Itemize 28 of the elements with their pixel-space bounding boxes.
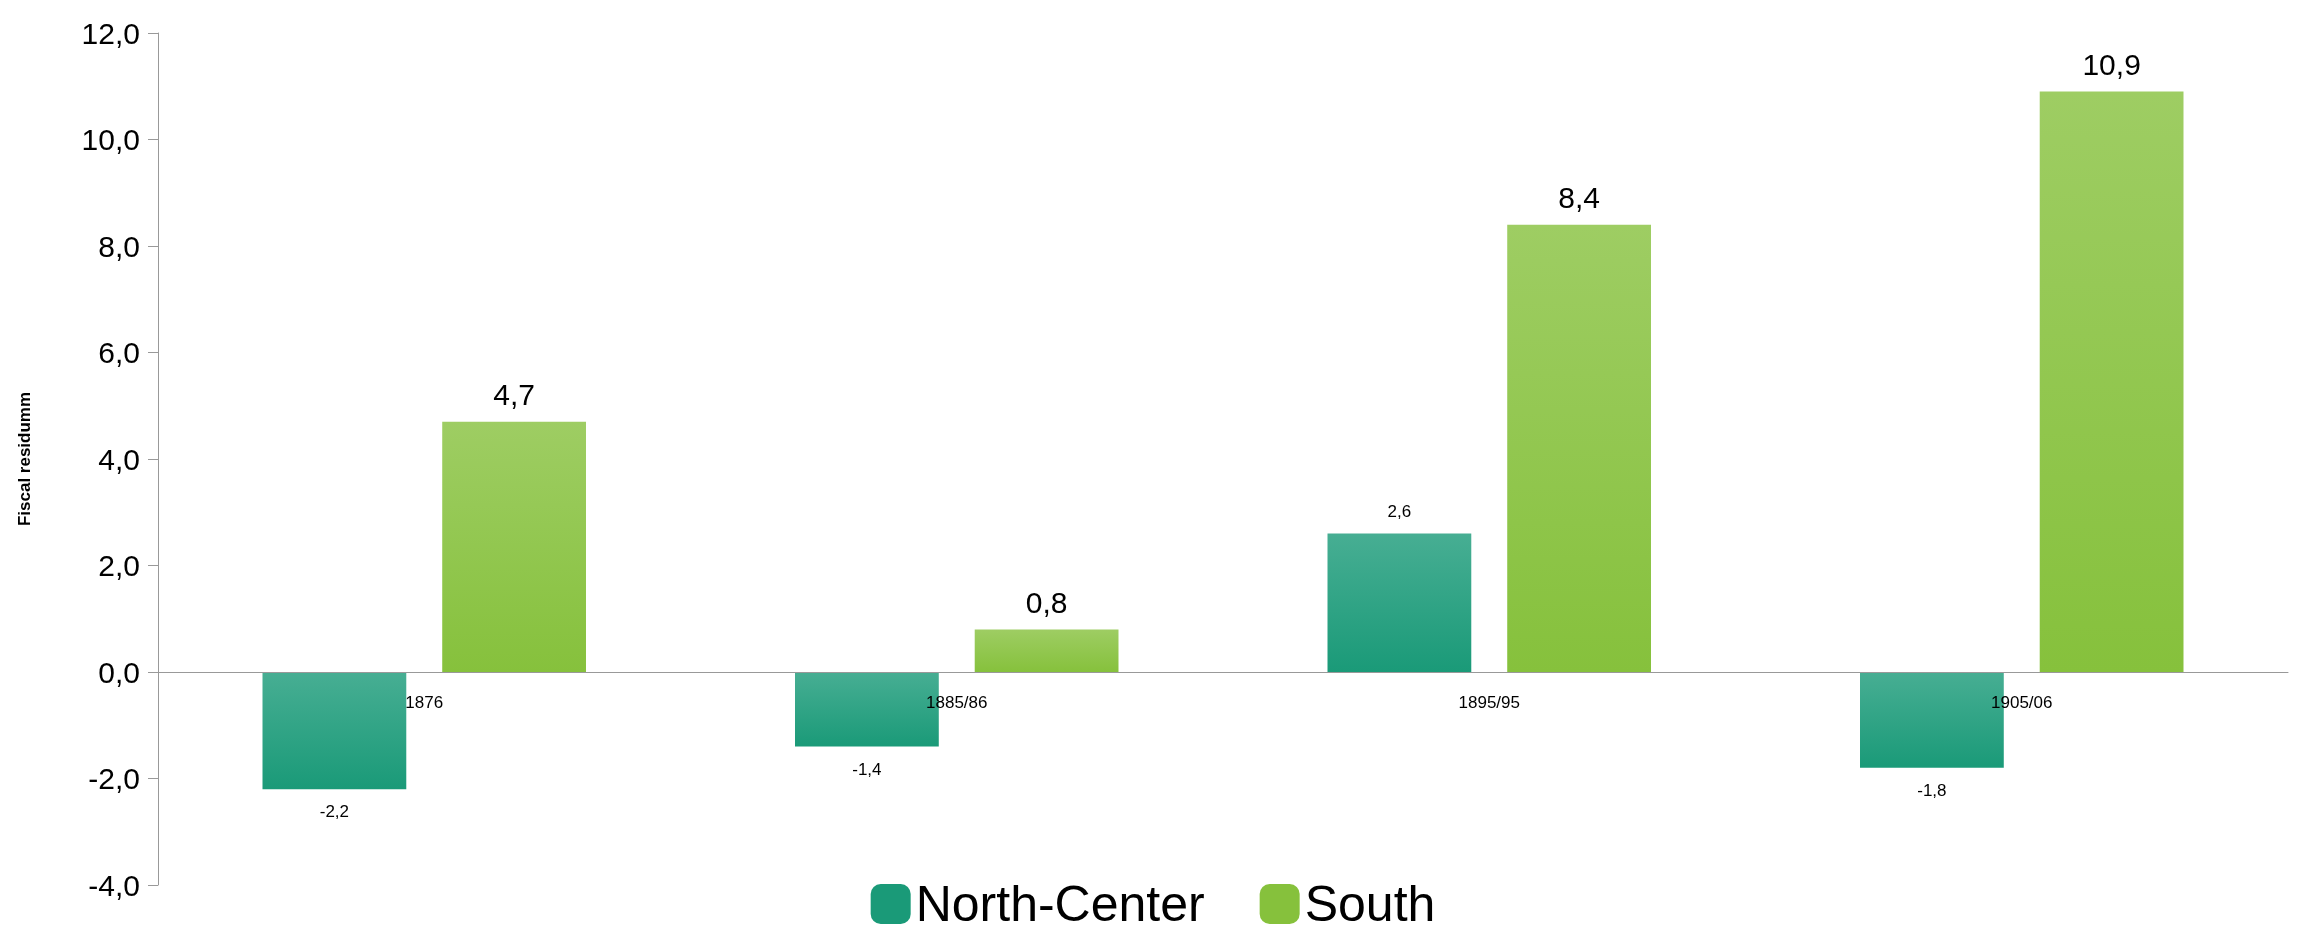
data-label: 4,7 [493,378,535,412]
data-label: 10,9 [2082,48,2141,82]
y-tick-label: 12,0 [81,16,140,50]
data-label: 2,6 [1387,501,1412,521]
bar [974,629,1119,672]
data-label: -2,2 [319,802,350,822]
x-tick-label: 1895/95 [1458,693,1520,712]
bar [1507,224,1651,672]
legend-label: South [1304,876,1436,932]
y-tick-label: -4,0 [88,868,140,902]
y-axis-title: Fiscal residumm [15,391,34,527]
y-tick-label: 0,0 [98,655,140,689]
bar [2039,91,2184,672]
y-tick-label: 2,0 [98,549,140,582]
bar [1327,533,1472,672]
legend-label: North-Center [915,876,1205,932]
data-label: -1,8 [1917,780,1947,800]
y-tick-label: 10,0 [81,123,140,156]
bar [262,672,407,790]
y-tick-label: 6,0 [98,336,140,369]
x-tick-label: 1876 [405,693,444,712]
y-tick-label: -2,0 [88,762,140,795]
bar [442,421,586,672]
data-label: 8,4 [1558,181,1600,215]
data-label: -1,4 [852,759,882,779]
y-tick-label: 8,0 [98,229,140,263]
data-label: 0,8 [1025,585,1068,619]
y-tick-label: 4,0 [98,442,140,476]
